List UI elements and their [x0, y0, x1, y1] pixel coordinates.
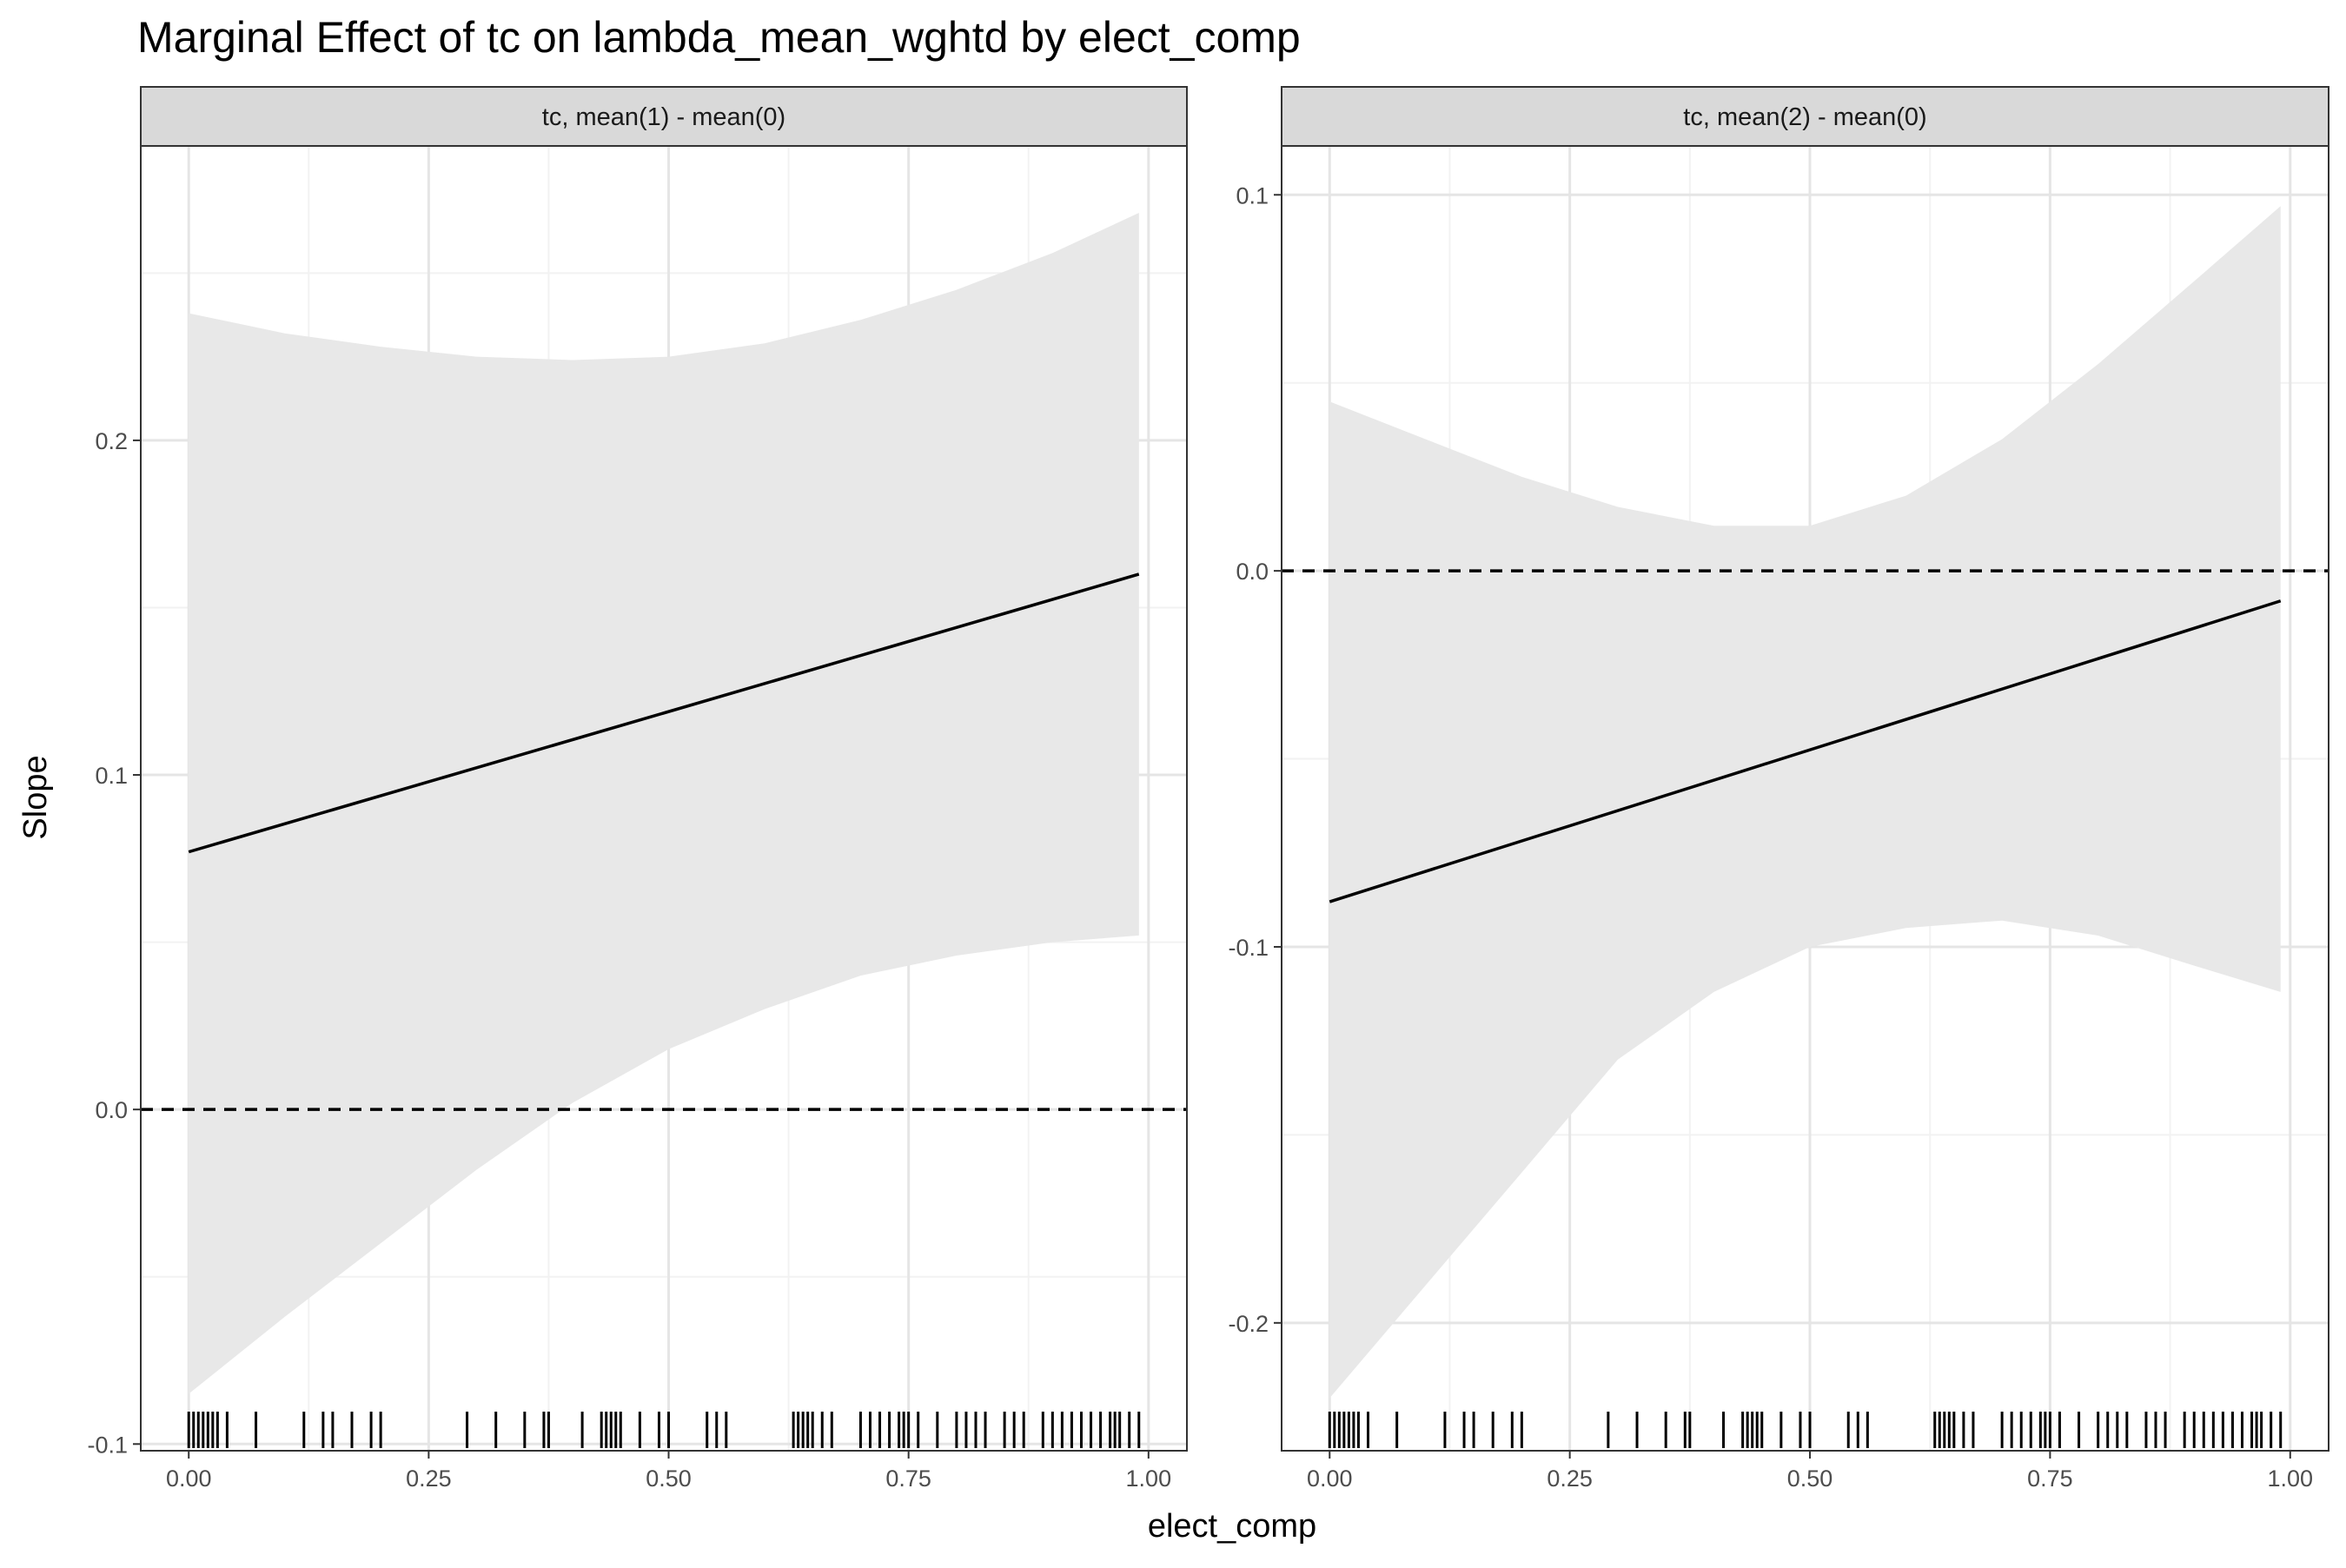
x-axis-title: elect_comp [1148, 1508, 1316, 1545]
y-tick-label: -0.2 [1228, 1311, 1269, 1337]
x-tick-label: 0.00 [166, 1465, 212, 1492]
x-tick-label: 1.00 [1126, 1465, 1172, 1492]
x-tick-label: 1.00 [2267, 1465, 2313, 1492]
panel-2: tc, mean(2) - mean(0) 0.00 0.25 0.50 0.75 1.0… [1228, 86, 2329, 1492]
panels-layer: tc, mean(1) - mean(0) 0.00 0.25 0.50 0.75 1.0… [87, 86, 2329, 1492]
facet-strip-label: tc, mean(1) - mean(0) [542, 103, 785, 131]
y-tick-label: 0.2 [95, 428, 128, 454]
x-tick-label: 0.75 [2027, 1465, 2073, 1492]
y-tick-label: 0.1 [95, 763, 128, 789]
y-tick-label: 0.1 [1236, 182, 1269, 208]
y-tick-label: -0.1 [87, 1432, 128, 1458]
facet-strip-label: tc, mean(2) - mean(0) [1683, 103, 1926, 131]
estimate-line [188, 572, 1140, 854]
x-tick-label: 0.00 [1307, 1465, 1353, 1492]
y-tick-label: 0.0 [1236, 559, 1269, 585]
x-tick-label: 0.50 [1787, 1465, 1833, 1492]
confidence-ribbon [1329, 206, 2281, 1399]
y-tick-label: -0.1 [1228, 935, 1269, 961]
y-axis-title: Slope [17, 755, 54, 839]
x-tick-label: 0.50 [646, 1465, 692, 1492]
x-tick-label: 0.25 [406, 1465, 452, 1492]
estimate-line [1329, 599, 2282, 903]
chart-title: Marginal Effect of tc on lambda_mean_wgh… [137, 13, 1301, 62]
y-tick-label: 0.0 [95, 1097, 128, 1123]
facet-strip [140, 86, 1188, 147]
facet-strip [1281, 86, 2329, 147]
x-tick-label: 0.25 [1547, 1465, 1593, 1492]
panel-1: tc, mean(1) - mean(0) 0.00 0.25 0.50 0.75 1.0… [87, 86, 1188, 1492]
confidence-ribbon [189, 213, 1139, 1394]
x-tick-label: 0.75 [885, 1465, 931, 1492]
